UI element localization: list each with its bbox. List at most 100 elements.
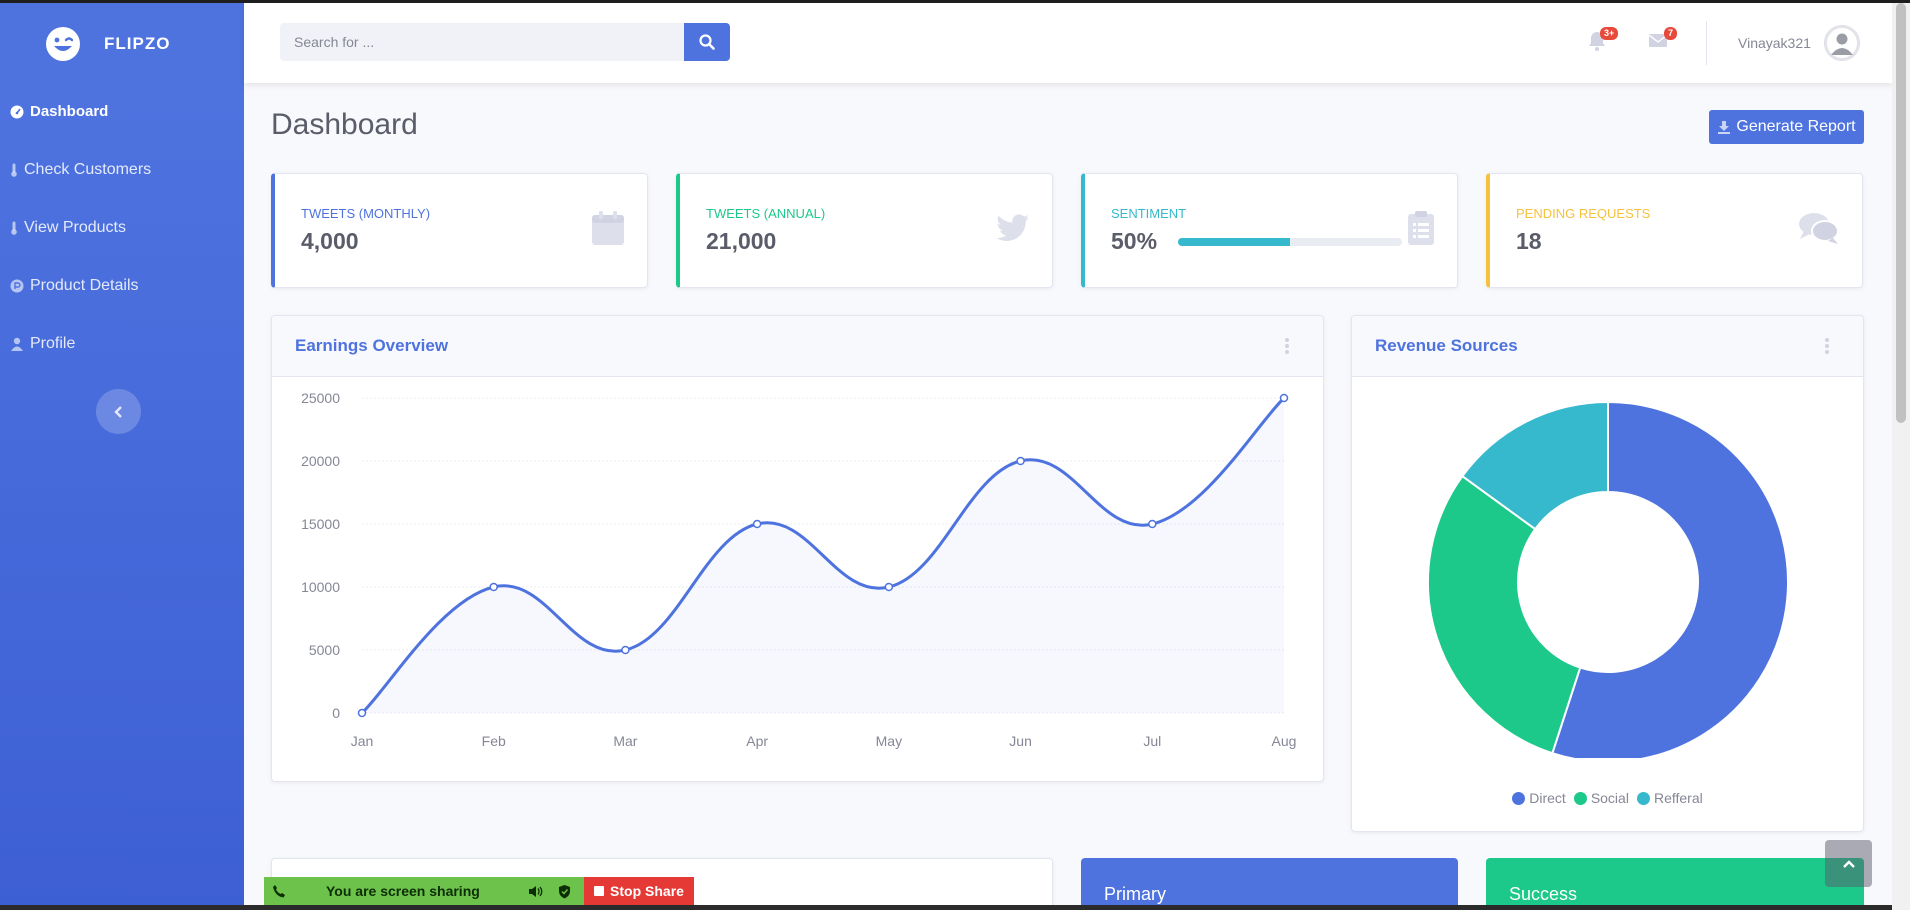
stop-icon (594, 886, 605, 896)
stat-value: 4,000 (301, 228, 359, 254)
x-tick-label: Jul (1143, 733, 1161, 749)
phone-icon (273, 885, 285, 898)
data-point[interactable] (1279, 393, 1289, 403)
earnings-overview-card: Earnings Overview 0 5000 10000 15000 20000 25… (271, 315, 1324, 782)
donut-slice-refferal[interactable] (1460, 400, 1609, 531)
product-hunt-icon (10, 279, 24, 293)
legend-dot (1636, 791, 1650, 805)
search-form (280, 23, 730, 61)
brand[interactable]: FLIPZO (44, 21, 170, 67)
generate-report-label: Generate Report (1736, 118, 1856, 135)
clipboard-list-icon (1408, 211, 1434, 245)
stop-share-button[interactable]: Stop Share (584, 877, 694, 905)
stop-share-label: Stop Share (610, 883, 684, 899)
x-tick-label: Aug (1272, 733, 1297, 749)
screen-share-bar: You are screen sharing Stop Share (264, 877, 694, 905)
ellipsis-vertical-icon[interactable] (1282, 336, 1292, 356)
scroll-to-top-button[interactable] (1825, 840, 1872, 887)
sidebar-item-profile[interactable]: Profile (10, 335, 75, 353)
alerts-button[interactable]: 3+ (1588, 27, 1619, 55)
card-label: Primary (1104, 884, 1166, 904)
avatar[interactable] (1824, 25, 1860, 61)
chart-legend: Direct Social Refferal (1352, 790, 1863, 806)
y-tick-label: 15000 (301, 516, 340, 532)
data-point[interactable] (752, 519, 762, 529)
x-tick-label: Jan (351, 733, 374, 749)
data-point[interactable] (884, 582, 894, 592)
data-point[interactable] (357, 708, 367, 718)
earnings-line-chart: 0 5000 10000 15000 20000 25000 Jan Feb Mar Apr May… (301, 390, 1297, 749)
chevron-up-icon (1842, 859, 1855, 868)
topbar-divider (1706, 21, 1707, 65)
sidebar-item-dashboard[interactable]: Dashboard (10, 103, 108, 120)
card-title: Earnings Overview (295, 336, 449, 355)
revenue-donut-chart (1427, 400, 1789, 758)
stat-label: TWEETS (ANNUAL) (706, 206, 826, 221)
download-icon (1718, 121, 1731, 134)
stat-value: 18 (1516, 228, 1542, 254)
screen-share-text: You are screen sharing (326, 883, 480, 899)
speaker-icon[interactable] (528, 885, 544, 898)
envelope-icon (1648, 34, 1668, 47)
card-label: Success (1509, 884, 1578, 904)
shield-check-icon (559, 885, 570, 899)
topbar: 3+ 7 Vinayak321 (244, 3, 1892, 83)
comments-icon (1799, 213, 1839, 244)
generate-report-button[interactable]: Generate Report (1709, 110, 1864, 144)
laugh-wink-icon (46, 27, 80, 61)
search-input[interactable] (280, 23, 684, 61)
sidebar-item-label: Check Customers (24, 161, 152, 178)
donut-slice-social[interactable] (1427, 474, 1582, 755)
scrollbar-thumb[interactable] (1896, 3, 1906, 423)
stat-card-pending-requests: PENDING REQUESTS 18 (1486, 173, 1863, 288)
page-title: Dashboard (271, 108, 418, 141)
x-tick-label: Jun (1009, 733, 1032, 749)
legend-item-direct: Direct (1512, 790, 1566, 806)
search-button[interactable] (684, 23, 730, 61)
sidebar-item-label: View Products (24, 219, 126, 236)
data-point[interactable] (489, 582, 498, 592)
donut-slice-direct[interactable] (1551, 400, 1789, 758)
stat-card-tweets-annual: TWEETS (ANNUAL) 21,000 (676, 173, 1053, 288)
data-point[interactable] (1148, 519, 1157, 529)
legend-dot (1512, 791, 1526, 805)
stat-card-sentiment: SENTIMENT 50% (1081, 173, 1458, 288)
user-icon (11, 337, 23, 351)
user-avatar-icon (1824, 25, 1860, 61)
sidebar-item-view-products[interactable]: View Products (10, 219, 126, 237)
y-tick-label: 5000 (309, 642, 340, 658)
legend-item-referral: Refferal (1636, 790, 1703, 806)
stat-value: 21,000 (706, 228, 777, 254)
y-tick-label: 25000 (301, 390, 340, 406)
screen-share-status: You are screen sharing (264, 877, 584, 905)
stat-label: TWEETS (MONTHLY) (301, 206, 431, 221)
data-point[interactable] (621, 645, 630, 655)
stat-value: 50% (1111, 228, 1158, 254)
earnings-series-line (360, 396, 1286, 715)
data-point[interactable] (1016, 456, 1025, 466)
sidebar-item-product-details[interactable]: Product Details (10, 277, 139, 295)
y-tick-label: 0 (332, 705, 340, 721)
messages-button[interactable]: 7 (1648, 27, 1678, 55)
brand-name: FLIPZO (104, 34, 171, 53)
card-header: Revenue Sources (1352, 316, 1863, 377)
legend-label: Social (1590, 790, 1629, 806)
sidebar: FLIPZO Dashboard Check Customers View Pr… (0, 3, 244, 910)
sidebar-toggle-button[interactable] (96, 389, 141, 434)
ellipsis-vertical-icon[interactable] (1822, 336, 1832, 356)
sidebar-item-check-customers[interactable]: Check Customers (10, 161, 151, 179)
user-name[interactable]: Vinayak321 (1738, 35, 1811, 51)
legend-label: Refferal (1653, 790, 1703, 806)
calendar-icon (592, 211, 624, 245)
page-scrollbar[interactable] (1892, 3, 1910, 910)
alerts-badge: 3+ (1600, 27, 1619, 40)
y-tick-label: 20000 (301, 453, 340, 469)
x-tick-label: May (876, 733, 902, 749)
twitter-icon (996, 214, 1030, 241)
sidebar-item-label: Profile (30, 335, 76, 352)
stat-label: SENTIMENT (1111, 206, 1187, 221)
success-card: Success (1486, 858, 1864, 910)
primary-card: Primary (1081, 858, 1458, 910)
legend-item-social: Social (1573, 790, 1629, 806)
sentiment-progress-bar (1178, 238, 1402, 246)
